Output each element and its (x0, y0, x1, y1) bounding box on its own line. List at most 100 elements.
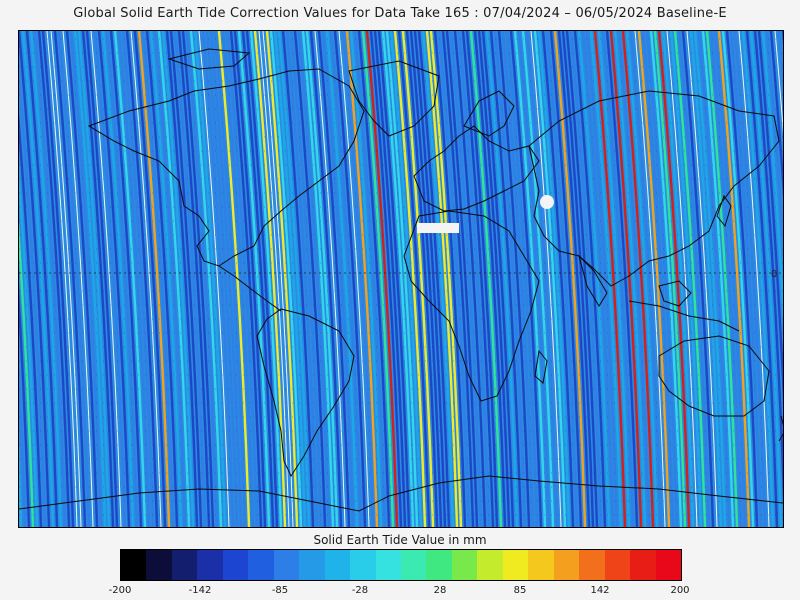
swath-stripe (497, 31, 531, 527)
swath-stripe (37, 31, 71, 527)
swath-stripe (741, 31, 775, 527)
swath-stripe (481, 31, 515, 527)
swath-stripe (645, 31, 679, 527)
colorbar-segment (324, 550, 351, 580)
colorbar-tick-label: 28 (433, 585, 447, 596)
swath-stripe (50, 31, 82, 527)
swath-stripe (745, 31, 779, 527)
swath-stripe (521, 31, 555, 527)
colorbar-segment (121, 550, 147, 580)
coastline-japan (716, 194, 732, 228)
swath-stripe (19, 31, 51, 527)
swath-stripe (46, 31, 78, 527)
swath-stripe (405, 31, 439, 527)
swath-stripe (553, 31, 587, 527)
colorbar-title: Solid Earth Tide Value in mm (313, 533, 487, 547)
swath-stripe (237, 31, 271, 527)
swath-stripe (385, 31, 419, 527)
swath-stripe (493, 31, 527, 527)
swath-stripe (141, 31, 175, 527)
swath-stripe (113, 31, 147, 527)
swath-stripe (373, 31, 407, 527)
swath-stripe (173, 31, 207, 527)
swath-stripe (157, 31, 191, 527)
swath-stripe (661, 31, 695, 527)
colorbar-tick-label: -85 (271, 585, 289, 596)
colorbar-tick-label: 200 (670, 585, 690, 596)
swath-stripe (153, 31, 187, 527)
colorbar-segment (655, 550, 681, 580)
swath-stripe (189, 31, 223, 527)
colorbar-segment (477, 550, 503, 580)
swath-stripe (573, 31, 607, 527)
colorbar-segment (553, 550, 580, 580)
coastline-asia (528, 90, 780, 287)
data-gap (417, 223, 459, 233)
swath-stripe (421, 31, 455, 527)
colorbar-segment (630, 550, 656, 580)
swath-stripe (757, 31, 783, 405)
coastline-north-america (87, 68, 365, 267)
swath-stripe (297, 31, 331, 527)
swath-stripe (209, 31, 243, 527)
swath-stripe (537, 31, 571, 527)
swath-stripe (437, 31, 471, 527)
swath-stripe (709, 31, 743, 527)
swath-stripe (213, 31, 247, 527)
swath-stripe (19, 221, 35, 527)
swath-stripe (293, 31, 327, 527)
swath-stripe (161, 31, 195, 527)
swath-stripe (345, 31, 379, 527)
swath-stripe (29, 31, 63, 527)
swath-stripe (637, 31, 671, 527)
colorbar-segment (273, 550, 300, 580)
swath-stripe (469, 31, 503, 527)
colorbar-segment (222, 550, 249, 580)
coastline-borneo (658, 280, 692, 307)
colorbar-tick-label: -200 (108, 585, 132, 596)
swath-stripe (449, 31, 483, 527)
colorbar-segment (451, 550, 478, 580)
coastline-madagascar (534, 349, 548, 384)
swath-stripe (525, 31, 559, 527)
swath-stripe (145, 31, 179, 527)
swath-stripe (505, 31, 539, 527)
coastline-europe (413, 125, 540, 212)
colorbar-segment (248, 550, 274, 580)
swath-stripe (314, 31, 346, 527)
coastline-australia (658, 335, 770, 417)
swath-stripe (409, 31, 443, 527)
swath-stripe (41, 31, 75, 527)
coastline-arctic-islands (167, 48, 251, 70)
colorbar-tick-label: 142 (590, 585, 610, 596)
swath-stripe (605, 31, 639, 527)
colorbar-segment (579, 550, 605, 580)
swath-stripe (105, 31, 139, 527)
swath-stripe (229, 31, 263, 527)
colorbar (120, 549, 682, 581)
swath-stripe (269, 31, 303, 527)
swath-stripe (429, 31, 463, 527)
swath-stripe (90, 31, 122, 527)
coastline-indonesia (628, 300, 740, 332)
swath-stripe (441, 31, 475, 527)
swath-stripe (338, 31, 370, 527)
swath-stripe (713, 31, 747, 527)
swath-stripe (201, 31, 235, 527)
swath-stripe (185, 31, 219, 527)
swath-stripe (569, 31, 603, 527)
swath-stripe (325, 31, 359, 527)
swath-stripe (301, 31, 335, 527)
swath-stripe (457, 31, 491, 527)
swath-stripe (377, 31, 411, 527)
swath-stripe (693, 31, 727, 527)
swath-stripe (77, 31, 111, 527)
colorbar-segment (528, 550, 554, 580)
swath-stripe (393, 31, 427, 527)
swath-stripe (365, 31, 399, 527)
swath-stripe (653, 31, 687, 527)
swath-stripe (617, 31, 651, 527)
swath-stripe (19, 63, 47, 527)
map-panel[interactable]: 0 (18, 30, 784, 528)
swath-stripe (57, 31, 91, 527)
